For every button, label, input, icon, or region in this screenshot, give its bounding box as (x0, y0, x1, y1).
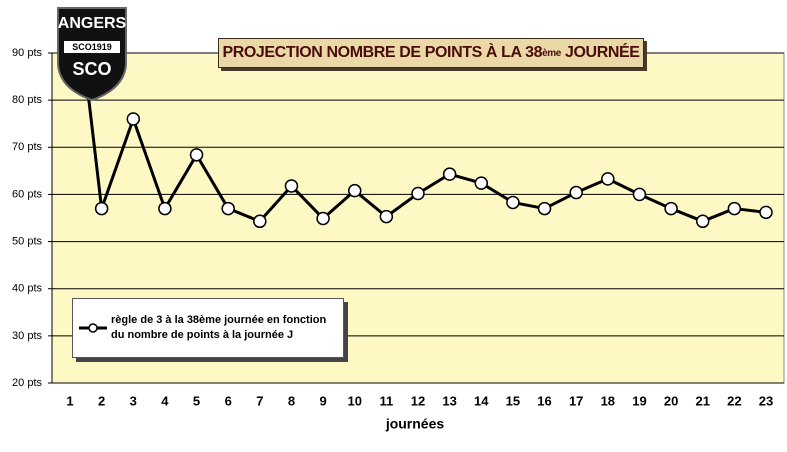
x-tick-label: 23 (759, 393, 773, 408)
data-point (474, 176, 489, 190)
data-point (442, 167, 457, 181)
x-tick-label: 17 (569, 393, 583, 408)
data-point (411, 186, 425, 201)
x-tick-label: 8 (288, 393, 295, 408)
data-point (94, 201, 109, 216)
data-point (189, 148, 204, 162)
x-tick-label: 15 (506, 393, 520, 408)
data-point (695, 214, 710, 229)
y-tick-label: 80 pts (12, 94, 42, 106)
logo: ANGERS SCO1919 SCO (57, 7, 127, 102)
data-point (537, 201, 552, 216)
data-point (727, 201, 742, 216)
x-tick-label: 16 (537, 393, 551, 408)
x-tick-label: 22 (727, 393, 741, 408)
data-point (253, 214, 267, 229)
x-tick-label: 13 (442, 393, 456, 408)
y-tick-label: 20 pts (12, 377, 42, 389)
y-tick-label: 60 pts (12, 188, 42, 200)
x-tick-label: 7 (256, 393, 263, 408)
x-axis-label: journées (385, 416, 445, 432)
x-tick-label: 19 (632, 393, 646, 408)
x-tick-label: 9 (319, 393, 326, 408)
data-point (569, 185, 583, 200)
title-suffix: JOURNÉE (560, 44, 640, 61)
x-tick-label: 14 (474, 393, 489, 408)
data-point (126, 112, 141, 126)
y-tick-label: 40 pts (12, 283, 42, 295)
logo-band (64, 41, 120, 53)
x-tick-label: 10 (347, 393, 361, 408)
data-point (284, 179, 299, 193)
data-point (632, 187, 647, 202)
logo-monogram: SCO (72, 59, 111, 79)
y-tick-label: 50 pts (12, 235, 42, 247)
data-point (506, 195, 520, 210)
data-point (347, 183, 362, 198)
y-tick-label: 30 pts (12, 330, 42, 342)
x-tick-label: 21 (695, 393, 709, 408)
data-point (601, 172, 615, 186)
legend-key (79, 323, 107, 333)
x-tick-label: 3 (130, 393, 137, 408)
legend-label: règle de 3 à la 38ème journée en fonctio… (111, 314, 327, 341)
x-tick-label: 20 (664, 393, 678, 408)
x-tick-label: 18 (601, 393, 615, 408)
legend: règle de 3 à la 38ème journée en fonctio… (72, 298, 344, 358)
data-point (759, 205, 773, 220)
data-point (221, 201, 235, 216)
data-point (158, 201, 172, 216)
y-tick-label: 90 pts (12, 47, 42, 59)
y-tick-label: 70 pts (12, 141, 42, 153)
x-tick-label: 2 (98, 393, 105, 408)
data-point (664, 201, 678, 216)
x-tick-label: 1 (66, 393, 73, 408)
x-tick-label: 11 (379, 393, 393, 408)
logo-name: ANGERS (58, 15, 127, 32)
title-text: PROJECTION NOMBRE DE POINTS À LA 38 (222, 44, 543, 61)
x-tick-label: 12 (411, 393, 425, 408)
data-point (379, 209, 394, 224)
chart-title: PROJECTION NOMBRE DE POINTS À LA 38 ème J… (218, 38, 644, 68)
x-tick-label: 4 (161, 393, 169, 408)
logo-badge: SCO1919 (72, 42, 112, 52)
data-point (316, 211, 330, 226)
plot (81, 53, 773, 229)
logo-shield (57, 7, 127, 102)
x-tick-label: 5 (193, 393, 200, 408)
title-superscript: ème (542, 47, 561, 59)
x-tick-label: 6 (225, 393, 232, 408)
